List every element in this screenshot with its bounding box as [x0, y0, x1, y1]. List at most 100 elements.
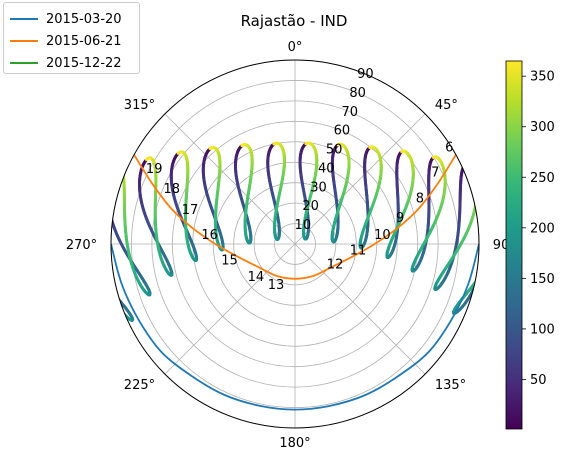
- analemma-13: [298, 141, 319, 241]
- legend-item: 2015-03-20: [10, 9, 122, 29]
- hour-label: 11: [350, 244, 367, 259]
- analemma-segment: [102, 269, 103, 272]
- series-line: [111, 243, 479, 411]
- legend-swatch: [10, 40, 38, 42]
- analemma-segment: [482, 266, 483, 268]
- analemma-segment: [114, 300, 119, 306]
- polar-grid: [110, 59, 480, 429]
- analemma-segment: [485, 255, 486, 258]
- colorbar-tick-label: 250: [530, 171, 555, 186]
- analemma-segment: [483, 260, 484, 263]
- colorbar-tick-label: 300: [530, 120, 555, 135]
- angular-tick-label: 45°: [435, 98, 458, 113]
- analemma-segment: [88, 254, 89, 256]
- legend-swatch: [10, 18, 38, 20]
- analemma-segment: [103, 274, 104, 277]
- analemma-segment: [475, 276, 479, 282]
- chart-title: Rajastão - IND: [241, 12, 348, 30]
- analemma-17: [410, 155, 447, 273]
- analemma-segment: [113, 165, 117, 170]
- analemma-segment: [98, 255, 99, 258]
- analemma-segment: [105, 279, 106, 281]
- analemma-segment: [469, 165, 473, 170]
- analemma-segment: [502, 178, 503, 179]
- analemma-segment: [118, 306, 123, 312]
- analemma-segment: [475, 278, 479, 284]
- analemma-segment: [111, 215, 114, 221]
- series-line: [133, 154, 457, 280]
- analemma-segment: [119, 308, 123, 313]
- colorbar: 50 100 150 200 250 300 350: [505, 60, 555, 430]
- analemma-segment: [116, 303, 121, 309]
- analemma-segment: [115, 302, 120, 307]
- hour-label: 16: [201, 228, 218, 243]
- analemma-12: [266, 141, 286, 241]
- hour-label: 13: [268, 278, 285, 293]
- colorbar-tick-label: 100: [530, 322, 555, 337]
- legend-label: 2015-06-21: [46, 33, 122, 49]
- analemma-segment: [79, 227, 80, 230]
- hour-label: 17: [182, 203, 199, 218]
- hour-label: 7: [431, 166, 439, 181]
- analemma-segment: [99, 258, 100, 261]
- analemma-segment: [488, 263, 489, 265]
- colorbar-tick-label: 200: [530, 221, 555, 236]
- analemma-segment: [478, 273, 479, 278]
- polar-spine: [110, 59, 480, 429]
- analemma-segment: [111, 288, 115, 294]
- analemma-segment: [485, 267, 486, 269]
- analemma-segment: [97, 270, 98, 272]
- analemma-segment: [84, 177, 85, 178]
- angular-tick-label: 270°: [66, 238, 97, 253]
- analemma-segment: [111, 169, 115, 174]
- analemma-segment: [111, 287, 114, 292]
- analemma-segment: [467, 164, 472, 168]
- analemma-segment: [108, 286, 109, 288]
- analemma-segment: [109, 288, 110, 290]
- radial-tick-label: 60: [334, 124, 351, 139]
- analemma-segment: [101, 266, 102, 269]
- analemma-segment: [490, 259, 491, 261]
- analemma-segment: [476, 276, 479, 282]
- analemma-15: [358, 145, 383, 250]
- analemma-segment: [101, 276, 102, 278]
- analemma-segment: [80, 232, 81, 235]
- analemma-segment: [91, 259, 92, 261]
- analemma-segment: [106, 284, 107, 286]
- analemma-segment: [111, 168, 115, 173]
- analemma-segment: [492, 257, 493, 259]
- analemma-9: [169, 150, 199, 262]
- analemma-segment: [473, 282, 478, 288]
- label-group: 0°45°90°135°180°225°270°315°102030405060…: [66, 40, 516, 451]
- analemma-segment: [120, 310, 125, 315]
- analemma-segment: [112, 166, 117, 171]
- analemma-segment: [82, 180, 83, 181]
- hour-label: 10: [374, 228, 391, 243]
- analemma-segment: [474, 280, 479, 286]
- analemma-segment: [99, 274, 100, 276]
- analemma-segment: [104, 277, 105, 279]
- analemma-segment: [504, 226, 505, 228]
- legend-swatch: [10, 62, 38, 64]
- analemma-segment: [83, 179, 84, 180]
- legend-label: 2015-03-20: [46, 11, 122, 27]
- analemma-segment: [81, 234, 82, 237]
- analemma-segment: [487, 265, 488, 267]
- hour-label: 9: [396, 211, 404, 226]
- hour-label: 6: [445, 141, 453, 156]
- analemma-segment: [483, 271, 484, 273]
- angular-gridline: [294, 113, 426, 245]
- analemma-segment: [116, 296, 121, 302]
- analemma-segment: [106, 282, 107, 284]
- analemma-segment: [503, 178, 504, 179]
- analemma-segment: [80, 229, 81, 232]
- angular-gridline: [294, 243, 426, 375]
- colorbar-tick-label: 50: [530, 373, 547, 388]
- analemma-segment: [468, 164, 472, 169]
- analemma-segment: [468, 165, 473, 169]
- hour-label: 18: [163, 182, 180, 197]
- analemma-segment: [469, 166, 474, 171]
- analemma-segment: [100, 264, 101, 267]
- legend-item: 2015-06-21: [10, 31, 122, 51]
